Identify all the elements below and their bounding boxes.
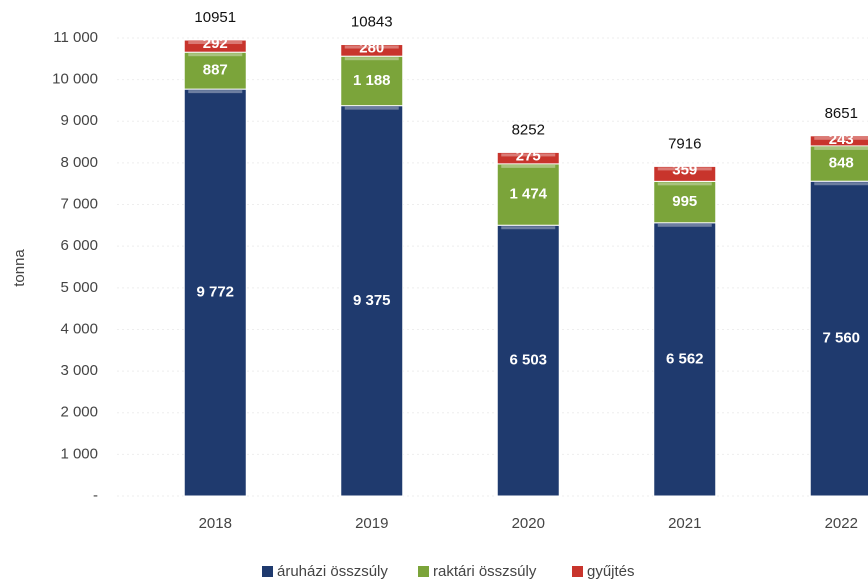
bar-highlight — [657, 182, 712, 186]
bar-highlight — [814, 146, 868, 150]
total-label: 7916 — [668, 135, 701, 152]
bar-highlight — [657, 223, 712, 227]
legend-label: raktári összsúly — [433, 563, 537, 580]
y-tick-label: 3 000 — [60, 362, 98, 379]
bar-highlight — [814, 182, 868, 186]
bar-segment — [183, 39, 247, 53]
y-tick-label: - — [93, 487, 98, 504]
bar-segment — [183, 88, 247, 497]
data-label: 275 — [516, 147, 541, 164]
bar-highlight — [501, 164, 556, 168]
y-tick-label: 11 000 — [53, 29, 98, 46]
x-tick-label: 2018 — [199, 515, 232, 532]
legend-label: áruházi összsúly — [277, 563, 388, 580]
data-label: 9 375 — [353, 292, 391, 309]
bar-highlight — [188, 53, 243, 57]
data-label: 887 — [203, 62, 228, 79]
y-tick-label: 9 000 — [60, 112, 98, 129]
data-label: 1 474 — [509, 186, 547, 203]
y-tick-label: 2 000 — [60, 404, 98, 421]
bar-segment — [340, 44, 404, 57]
bar-segment — [809, 135, 868, 147]
data-label: 280 — [359, 40, 384, 57]
data-label: 359 — [672, 161, 697, 178]
bar-segment — [653, 180, 717, 224]
data-label: 995 — [672, 193, 697, 210]
bar-segment — [496, 151, 560, 165]
legend-swatch — [262, 566, 273, 577]
bar-segment — [809, 180, 868, 497]
total-label: 10951 — [194, 9, 236, 26]
legend-swatch — [572, 566, 583, 577]
bar-highlight — [188, 41, 243, 45]
y-tick-label: 8 000 — [60, 154, 98, 171]
bar-highlight — [657, 167, 712, 171]
bar-highlight — [344, 57, 399, 61]
y-axis-label: tonna — [11, 249, 28, 287]
bar-segment — [653, 165, 717, 182]
y-tick-label: 5 000 — [60, 279, 98, 296]
bar-highlight — [501, 226, 556, 230]
data-label: 6 562 — [666, 350, 704, 367]
x-tick-label: 2020 — [512, 515, 545, 532]
bar-highlight — [814, 136, 868, 140]
data-label: 7 560 — [822, 330, 860, 347]
bar-segment — [496, 224, 560, 497]
legend-swatch — [418, 566, 429, 577]
data-label: 848 — [829, 155, 854, 172]
y-tick-label: 6 000 — [60, 237, 98, 254]
y-tick-label: 10 000 — [52, 71, 98, 88]
bar-segment — [340, 55, 404, 107]
data-label: 292 — [203, 35, 228, 52]
x-tick-label: 2021 — [668, 515, 701, 532]
bar-highlight — [344, 45, 399, 49]
y-tick-label: 4 000 — [60, 320, 98, 337]
bar-highlight — [188, 90, 243, 94]
data-label: 1 188 — [353, 72, 391, 89]
total-label: 8651 — [825, 105, 858, 122]
data-label: 6 503 — [509, 352, 547, 369]
bar-segment — [340, 105, 404, 497]
data-label: 243 — [829, 131, 854, 148]
total-label: 10843 — [351, 14, 393, 31]
legend-label: gyűjtés — [587, 563, 635, 580]
y-tick-label: 7 000 — [60, 196, 98, 213]
y-tick-label: 1 000 — [60, 445, 98, 462]
x-tick-label: 2019 — [355, 515, 388, 532]
x-tick-label: 2022 — [825, 515, 858, 532]
bar-highlight — [344, 106, 399, 110]
bar-highlight — [501, 153, 556, 157]
total-label: 8252 — [512, 121, 545, 138]
bar-segment — [496, 163, 560, 226]
data-label: 9 772 — [196, 284, 234, 301]
bar-segment — [653, 222, 717, 497]
